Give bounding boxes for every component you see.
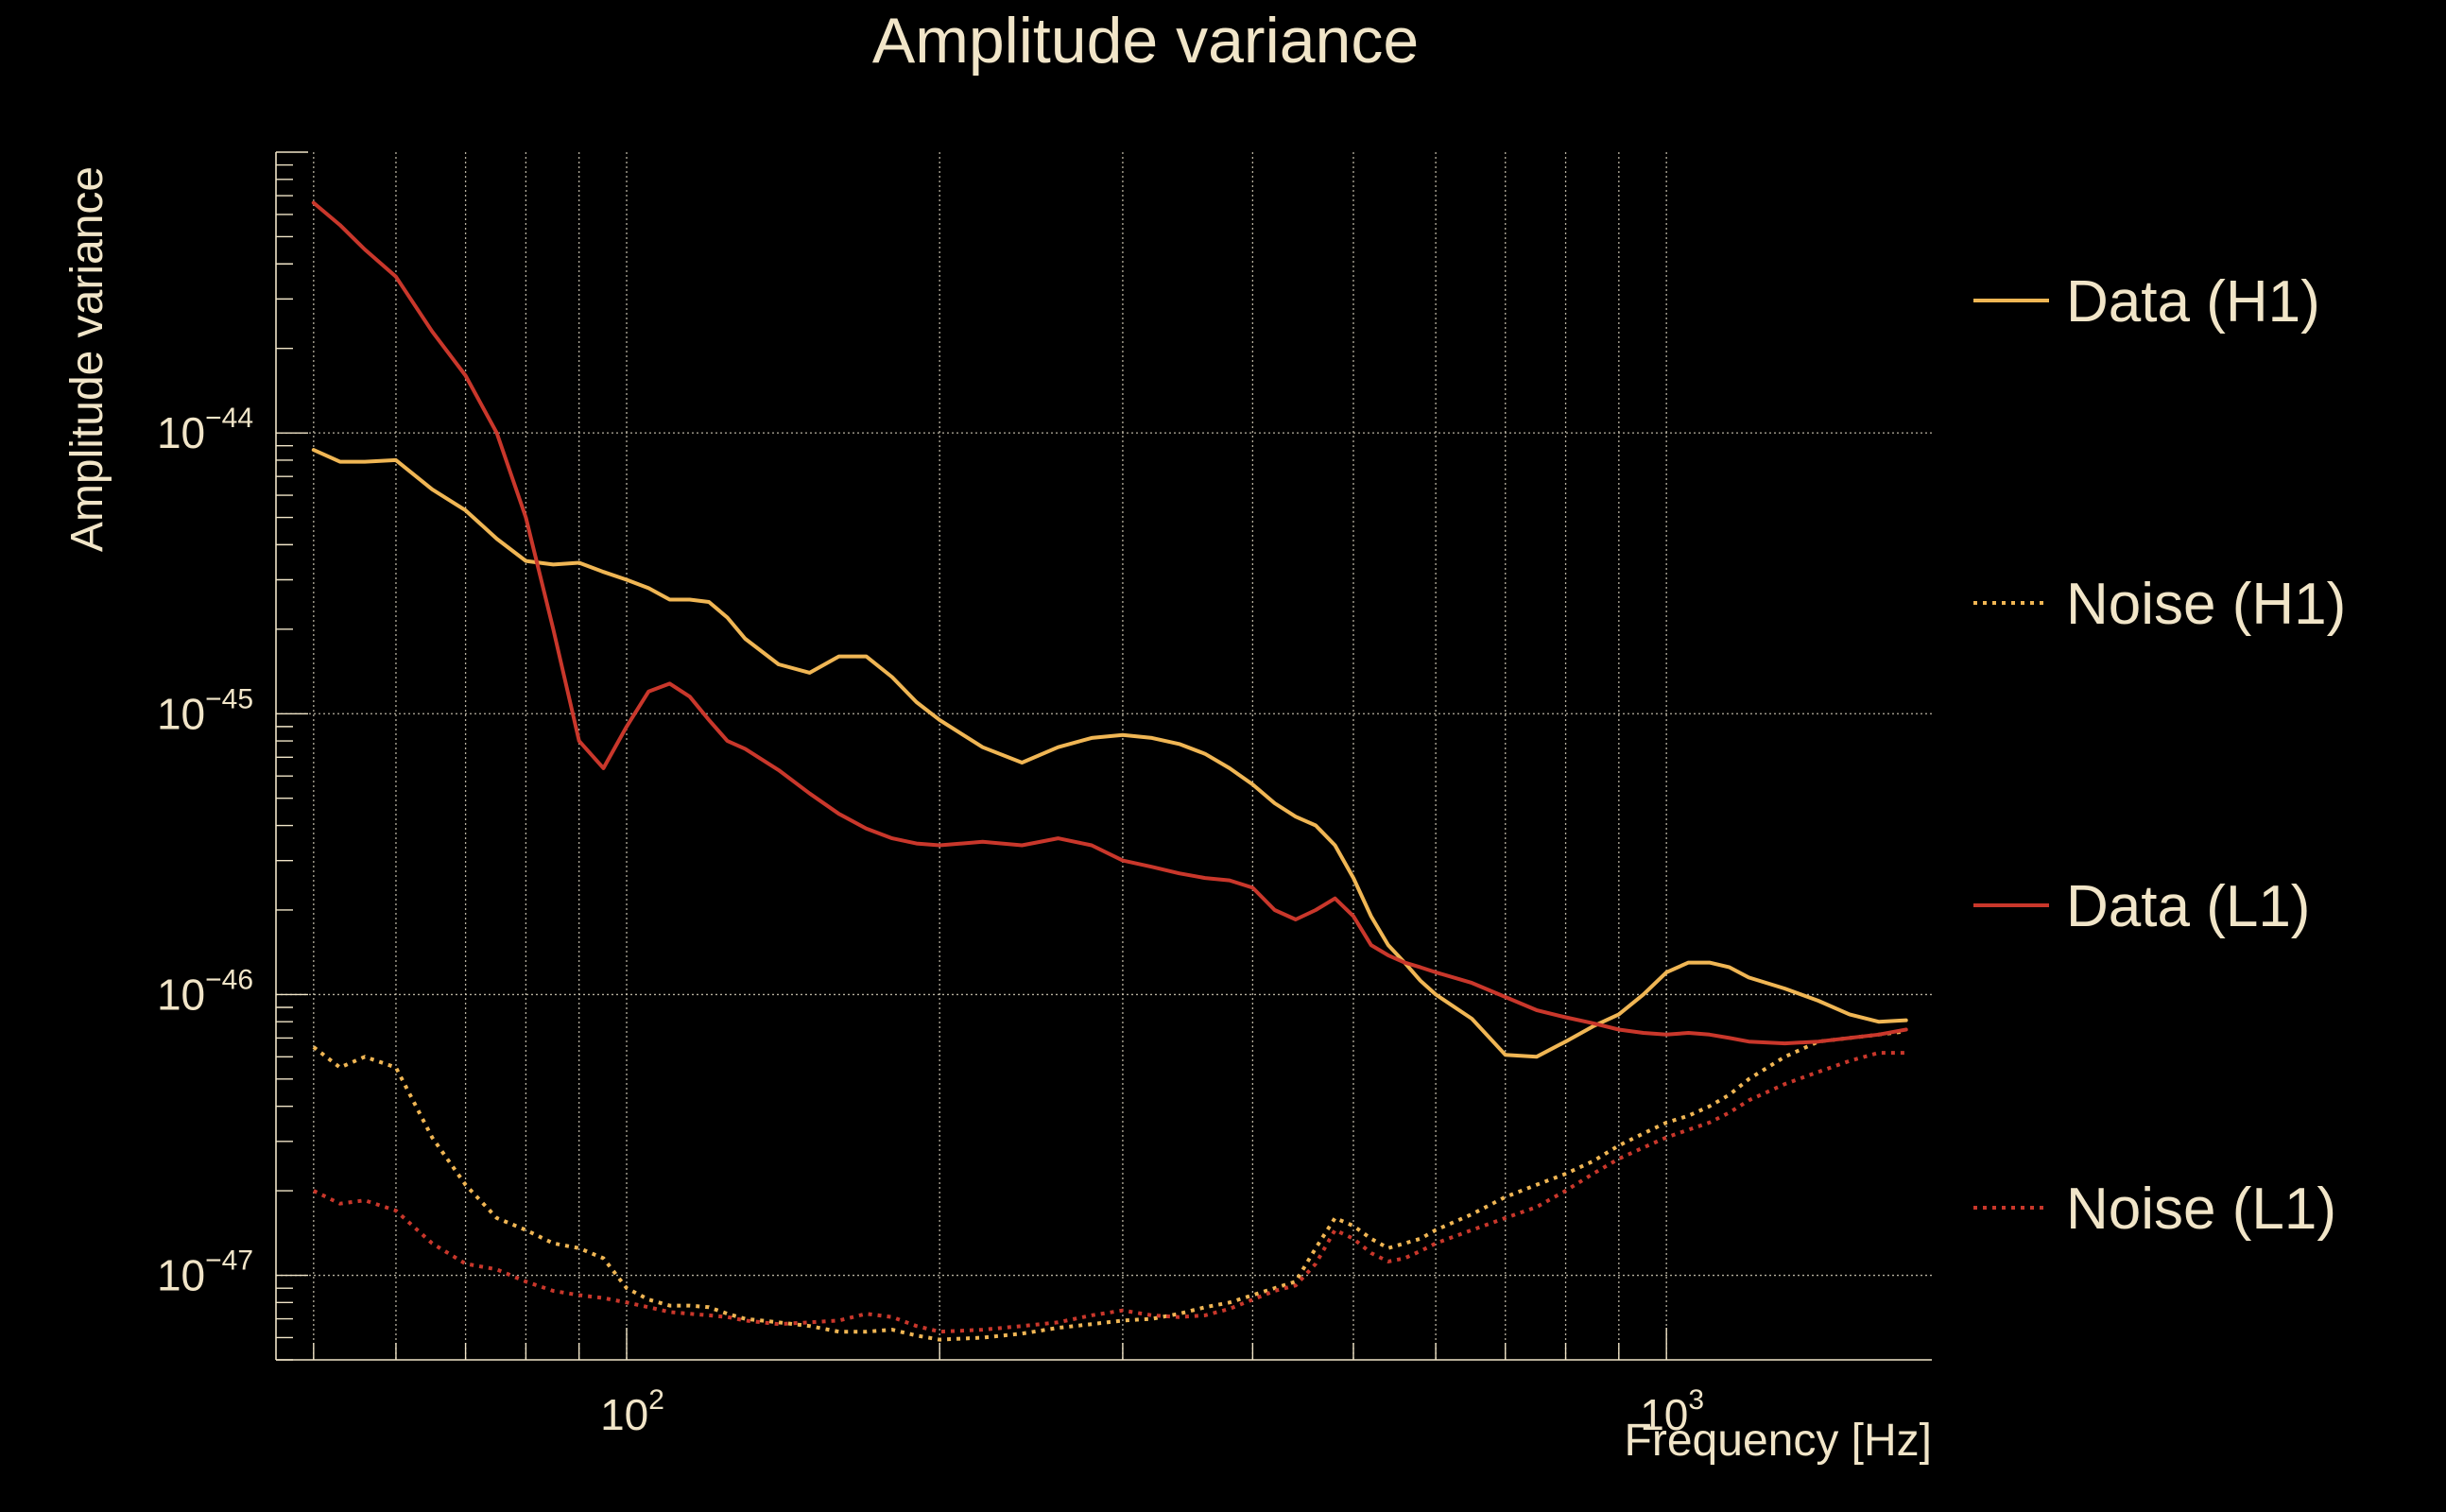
legend-item-noise-h1: Noise (H1) — [1973, 572, 2346, 637]
tick-label-layer: 10−44 10−45 10−46 10−47 102 103 — [157, 403, 1704, 1439]
series-layer — [311, 200, 1908, 1342]
legend: Data (H1) Noise (H1) Data (L1) Noise (L1) — [1973, 269, 2346, 1242]
legend-label: Noise (L1) — [2066, 1177, 2336, 1242]
grid-layer — [276, 152, 1932, 1360]
legend-item-noise-l1: Noise (L1) — [1973, 1177, 2336, 1242]
chart-title: Amplitude variance — [872, 5, 1419, 77]
series-line-noise-h1 — [312, 1029, 1906, 1342]
series-line-data-h1 — [311, 448, 1908, 1059]
y-tick-label: 10−46 — [157, 964, 253, 1019]
y-tick-label: 10−44 — [157, 403, 253, 457]
series-line-noise-l1 — [312, 1051, 1906, 1334]
legend-label: Data (H1) — [2066, 269, 2320, 335]
series-line-data-l1 — [311, 200, 1908, 1046]
legend-item-data-l1: Data (L1) — [1973, 874, 2310, 939]
x-tick-label: 103 — [1640, 1384, 1704, 1439]
legend-label: Data (L1) — [2066, 874, 2310, 939]
x-axis-label: Frequency [Hz] — [1625, 1416, 1932, 1466]
axes-layer — [275, 151, 1932, 1361]
y-tick-label: 10−45 — [157, 683, 253, 738]
legend-label: Noise (H1) — [2066, 572, 2346, 637]
x-tick-label: 102 — [600, 1384, 664, 1439]
legend-item-data-h1: Data (H1) — [1973, 269, 2320, 335]
y-axis-label: Amplitude variance — [62, 166, 112, 552]
y-tick-label: 10−47 — [157, 1246, 253, 1300]
